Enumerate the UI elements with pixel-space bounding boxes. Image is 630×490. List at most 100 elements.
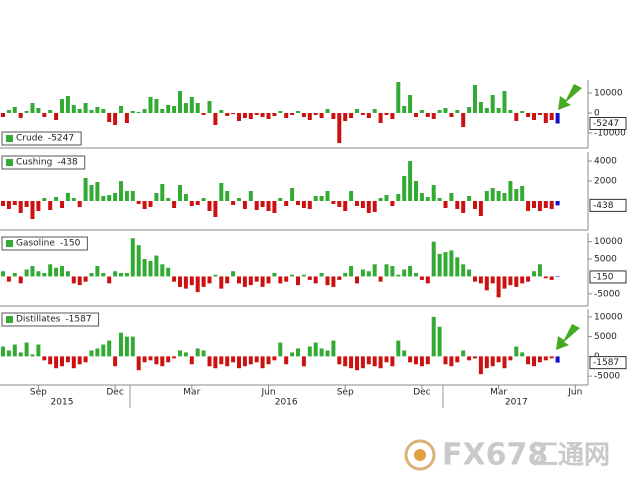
x-tick-label: Dec <box>106 388 123 398</box>
bar <box>101 272 106 277</box>
bar <box>172 106 177 113</box>
watermark: FX678 汇通网 <box>404 438 610 473</box>
bar <box>124 113 129 123</box>
bar <box>331 340 336 357</box>
bar <box>431 316 436 357</box>
bar <box>313 113 318 115</box>
bar <box>319 113 324 118</box>
bar <box>189 97 194 113</box>
bar <box>526 201 531 211</box>
bar <box>414 113 418 117</box>
bar <box>166 356 171 363</box>
bar <box>325 109 330 113</box>
bar <box>301 113 306 117</box>
bar <box>431 241 436 277</box>
bar <box>537 356 542 363</box>
y-tick-label: 2000 <box>594 177 617 187</box>
bar <box>455 257 460 277</box>
bar <box>148 260 153 277</box>
bar <box>408 356 413 363</box>
bar <box>195 201 200 205</box>
bar <box>189 201 194 206</box>
bar <box>331 201 336 204</box>
bar <box>360 269 365 277</box>
bar <box>42 356 47 361</box>
bar <box>248 113 253 119</box>
bar <box>478 276 483 284</box>
bar <box>473 276 477 282</box>
bar <box>543 201 548 208</box>
y-tick-label: 0 <box>594 109 600 119</box>
bar <box>36 271 41 277</box>
bar <box>272 113 277 116</box>
legend-label: Distillates <box>16 315 61 325</box>
bar <box>461 350 466 357</box>
bar <box>213 113 218 125</box>
bar <box>508 110 513 113</box>
bar <box>107 195 112 201</box>
legend: Crude -5247 <box>1 131 82 146</box>
x-tick-label: Jun <box>260 388 275 398</box>
bar <box>242 113 247 118</box>
bar <box>307 113 312 120</box>
bar <box>408 161 413 201</box>
bar <box>237 356 241 369</box>
bar <box>260 201 265 207</box>
bar <box>148 356 153 361</box>
bar <box>378 113 383 123</box>
bar <box>490 95 495 113</box>
bar <box>130 238 135 277</box>
bar <box>355 109 359 113</box>
bar <box>231 271 236 277</box>
bar <box>54 267 59 277</box>
bar <box>278 276 283 284</box>
bar <box>349 191 354 201</box>
bar <box>83 356 88 363</box>
bar <box>490 356 495 367</box>
legend-label: Crude <box>16 134 43 144</box>
bar <box>71 198 76 201</box>
bar <box>201 113 206 115</box>
bar <box>30 103 35 113</box>
bar <box>532 271 536 277</box>
bar <box>65 193 70 201</box>
bar <box>160 109 165 113</box>
bar <box>213 201 218 217</box>
bar <box>12 344 17 357</box>
current-value-box <box>589 356 627 370</box>
bar <box>183 276 188 289</box>
bar <box>260 276 265 287</box>
bar <box>301 274 306 277</box>
bar <box>290 188 295 201</box>
bar <box>473 356 477 359</box>
y-tick-label: 5000 <box>594 255 617 265</box>
bar <box>231 201 236 205</box>
bar <box>1 271 5 277</box>
bar <box>6 276 11 282</box>
bar <box>532 201 536 208</box>
bar <box>390 113 395 119</box>
bar <box>183 103 188 113</box>
bar <box>266 201 271 211</box>
legend-value: -1587 <box>65 315 91 325</box>
bar <box>213 274 218 277</box>
bar <box>520 111 525 113</box>
bar <box>478 201 483 216</box>
bar <box>555 113 560 124</box>
bar <box>526 113 531 117</box>
bar <box>207 201 212 211</box>
bar <box>142 201 147 209</box>
bar <box>166 267 171 277</box>
bar <box>366 271 371 277</box>
bar <box>537 201 542 211</box>
bar <box>549 356 554 359</box>
bar <box>419 110 424 113</box>
bar <box>549 113 554 120</box>
bar <box>101 344 106 357</box>
bar <box>478 356 483 375</box>
bar <box>207 356 212 367</box>
bar <box>313 196 318 201</box>
bar <box>101 109 106 113</box>
legend-value: -438 <box>57 158 78 168</box>
